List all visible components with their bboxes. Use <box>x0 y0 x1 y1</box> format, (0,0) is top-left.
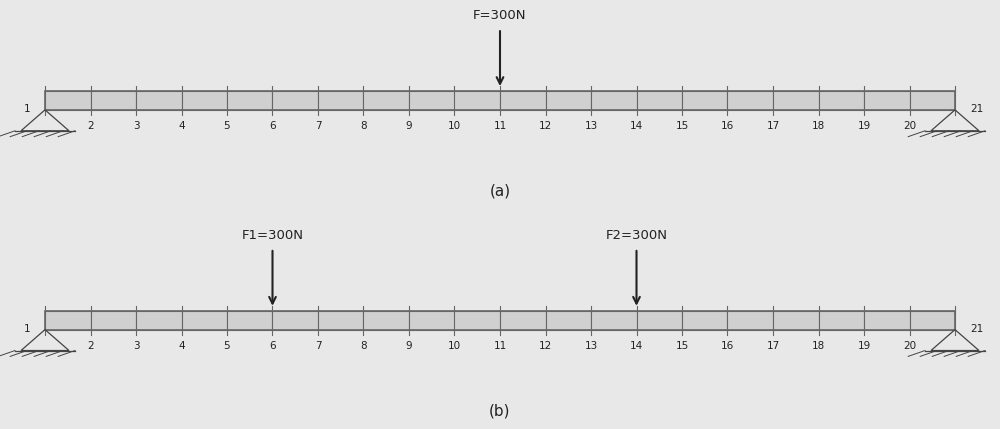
Text: 12: 12 <box>539 341 552 351</box>
Text: 21: 21 <box>970 323 983 334</box>
Text: (b): (b) <box>489 404 511 419</box>
Text: 20: 20 <box>903 341 916 351</box>
Text: 11: 11 <box>493 121 507 131</box>
Bar <box>773 311 818 329</box>
Bar <box>182 311 227 329</box>
Text: 15: 15 <box>675 121 689 131</box>
Bar <box>910 91 955 110</box>
Bar <box>318 311 363 329</box>
Bar <box>363 311 409 329</box>
Bar <box>682 91 727 110</box>
Bar <box>591 311 637 329</box>
Bar <box>318 91 363 110</box>
Text: 2: 2 <box>87 121 94 131</box>
Bar <box>500 311 546 329</box>
Bar <box>864 91 910 110</box>
Bar <box>272 91 318 110</box>
Text: F1=300N: F1=300N <box>241 229 303 242</box>
Text: 8: 8 <box>360 121 367 131</box>
Bar <box>409 311 454 329</box>
Text: 20: 20 <box>903 121 916 131</box>
Bar <box>45 91 955 110</box>
Text: F=300N: F=300N <box>473 9 527 22</box>
Text: 16: 16 <box>721 121 734 131</box>
Bar <box>773 91 818 110</box>
Bar <box>910 311 955 329</box>
Text: 21: 21 <box>970 104 983 114</box>
Text: 5: 5 <box>224 341 230 351</box>
Text: 15: 15 <box>675 341 689 351</box>
Bar <box>727 311 773 329</box>
Bar <box>546 311 591 329</box>
Text: 3: 3 <box>133 121 139 131</box>
Text: 18: 18 <box>812 121 825 131</box>
Text: 14: 14 <box>630 121 643 131</box>
Bar <box>500 91 546 110</box>
Bar <box>182 91 227 110</box>
Text: 3: 3 <box>133 341 139 351</box>
Text: 9: 9 <box>406 121 412 131</box>
Bar <box>818 311 864 329</box>
Text: 17: 17 <box>766 121 780 131</box>
Text: 8: 8 <box>360 341 367 351</box>
Text: F2=300N: F2=300N <box>606 229 668 242</box>
Bar <box>818 91 864 110</box>
Bar <box>272 311 318 329</box>
Text: 2: 2 <box>87 341 94 351</box>
Text: 9: 9 <box>406 341 412 351</box>
Text: 11: 11 <box>493 341 507 351</box>
Bar <box>136 91 182 110</box>
Text: 5: 5 <box>224 121 230 131</box>
Text: (a): (a) <box>489 184 511 199</box>
Text: 4: 4 <box>178 341 185 351</box>
Text: 18: 18 <box>812 341 825 351</box>
Text: 10: 10 <box>448 121 461 131</box>
Bar <box>45 311 955 329</box>
Bar <box>90 91 136 110</box>
Bar <box>45 91 90 110</box>
Text: 19: 19 <box>857 341 871 351</box>
Bar <box>227 91 272 110</box>
Text: 13: 13 <box>584 341 598 351</box>
Bar <box>682 311 727 329</box>
Bar <box>727 91 773 110</box>
Bar <box>45 311 90 329</box>
Text: 7: 7 <box>315 341 321 351</box>
Text: 6: 6 <box>269 341 276 351</box>
Bar <box>637 91 682 110</box>
Text: 1: 1 <box>23 323 30 334</box>
Text: 7: 7 <box>315 121 321 131</box>
Bar <box>90 311 136 329</box>
Bar <box>637 311 682 329</box>
Text: 19: 19 <box>857 121 871 131</box>
Text: 4: 4 <box>178 121 185 131</box>
Text: 1: 1 <box>23 104 30 114</box>
Text: 14: 14 <box>630 341 643 351</box>
Bar <box>136 311 182 329</box>
Bar <box>546 91 591 110</box>
Bar <box>454 311 500 329</box>
Text: 10: 10 <box>448 341 461 351</box>
Bar <box>227 311 272 329</box>
Bar <box>591 91 637 110</box>
Text: 13: 13 <box>584 121 598 131</box>
Text: 6: 6 <box>269 121 276 131</box>
Bar <box>454 91 500 110</box>
Bar <box>864 311 910 329</box>
Bar <box>363 91 409 110</box>
Bar <box>409 91 454 110</box>
Text: 16: 16 <box>721 341 734 351</box>
Text: 17: 17 <box>766 341 780 351</box>
Text: 12: 12 <box>539 121 552 131</box>
